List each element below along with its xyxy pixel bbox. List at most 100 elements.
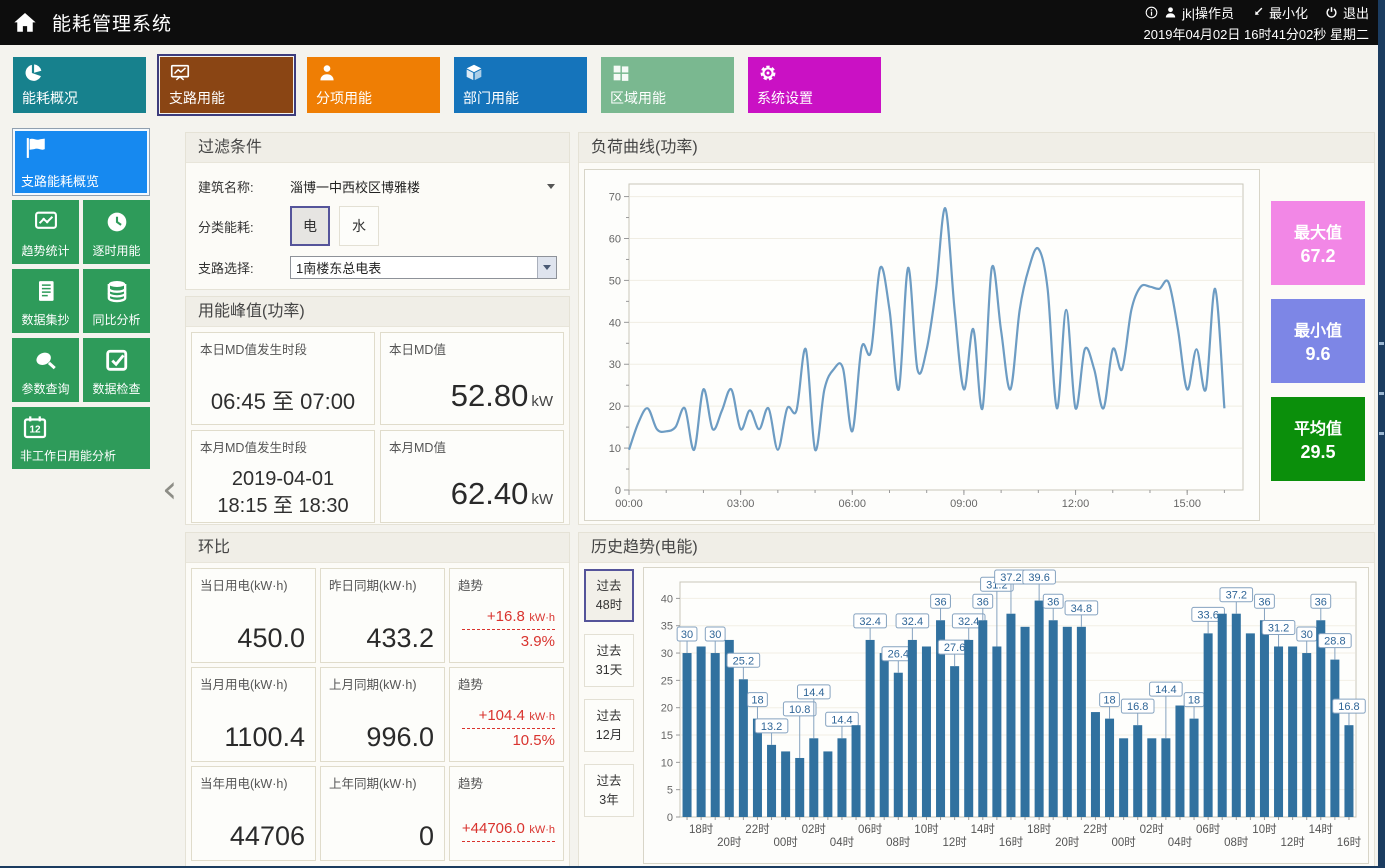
filter-panel: 过滤条件 建筑名称: 淄博一中西校区博雅楼 分类能耗: 电 水 支路选择: 1南… [185, 132, 570, 290]
info-icon [1145, 6, 1158, 18]
window-edge-strip [1378, 0, 1385, 866]
svg-text:02时: 02时 [802, 823, 827, 836]
trend-board-icon [170, 64, 190, 81]
svg-text:35: 35 [661, 621, 673, 633]
collapse-sidebar-button[interactable]: ‹ [162, 470, 177, 508]
unit-label: kW [531, 491, 553, 508]
history-range-buttons: 过去 48时 过去 31天 过去 12月 过去 3年 [584, 569, 634, 829]
nav-tab-system-settings[interactable]: 系统设置 [748, 57, 881, 113]
svg-text:16时: 16时 [999, 836, 1024, 849]
svg-text:08时: 08时 [886, 836, 911, 849]
nav-tab-area-energy[interactable]: 区域用能 [601, 57, 734, 113]
clock-icon [107, 212, 126, 232]
chevron-down-icon [543, 265, 551, 270]
line-chart-svg: 0 10 20 30 40 50 60 70 00:00 03:00 06:00 09:00 12:00… [609, 183, 1244, 510]
sidebar-item-yoy-analysis[interactable]: 同比分析 [83, 269, 150, 333]
category-button-water[interactable]: 水 [339, 206, 379, 246]
nav-tab-label: 区域用能 [610, 90, 666, 106]
minimize-button[interactable]: 最小化 [1250, 3, 1308, 22]
grid-squares-icon [613, 65, 629, 81]
svg-text:18时: 18时 [689, 823, 714, 836]
checkbox-icon [105, 349, 127, 371]
calendar-number: 12 [29, 425, 41, 436]
range-button-31d[interactable]: 过去 31天 [584, 634, 634, 687]
sidebar-item-branch-overview[interactable]: 支路能耗概览 [12, 128, 150, 196]
svg-text:18: 18 [751, 695, 763, 707]
svg-text:30: 30 [681, 629, 693, 641]
svg-text:00时: 00时 [1111, 836, 1136, 849]
svg-text:04时: 04时 [1168, 836, 1193, 849]
sidebar-item-trend-stats[interactable]: 趋势统计 [12, 200, 79, 264]
top-bar: 能耗管理系统 jk|操作员 最小化 退出 2019年04月02日 16时41分0… [0, 0, 1385, 45]
trend-card: 趋势 +44706.0 kW·h [449, 766, 564, 861]
branch-select[interactable]: 1南楼东总电表 [290, 256, 557, 279]
category-button-electric[interactable]: 电 [290, 206, 330, 246]
comparison-card: 上月同期(kW·h) 996.0 [320, 667, 445, 762]
pie-chart-icon [25, 64, 42, 81]
nav-tab-branch-energy[interactable]: 支路用能 [157, 54, 296, 116]
svg-text:30: 30 [1301, 629, 1313, 641]
nav-tab-department-energy[interactable]: 部门用能 [454, 57, 587, 113]
nav-tab-energy-overview[interactable]: 能耗概况 [13, 57, 146, 113]
operator-label: jk|操作员 [1182, 5, 1234, 21]
app-title: 能耗管理系统 [52, 14, 173, 35]
range-button-3y[interactable]: 过去 3年 [584, 764, 634, 817]
power-icon [1326, 6, 1337, 18]
svg-text:00:00: 00:00 [615, 498, 643, 510]
load-stats-column: 最大值 67.2 最小值 9.6 平均值 29.5 [1271, 201, 1365, 495]
range-button-12m[interactable]: 过去 12月 [584, 699, 634, 752]
peak-panel: 用能峰值(功率) 本日MD值发生时段 06:45 至 07:00 本日MD值 5… [185, 296, 570, 525]
nav-tab-subitem-energy[interactable]: 分项用能 [307, 57, 440, 113]
month-md-value: 62.40 kW [450, 476, 553, 511]
select-arrow-button[interactable] [537, 257, 556, 278]
category-row: 分类能耗: 电 水 [186, 206, 569, 246]
sidebar-item-hourly-energy[interactable]: 逐时用能 [83, 200, 150, 264]
svg-text:18时: 18时 [1027, 823, 1052, 836]
sidebar-item-parameter-query[interactable]: 参数查询 [12, 338, 79, 402]
load-curve-panel: 负荷曲线(功率) 0 10 20 30 40 50 60 70 00:00 03:00 06:00 0… [578, 132, 1375, 525]
load-curve-chart: 0 10 20 30 40 50 60 70 00:00 03:00 06:00 09:00 12:00… [584, 169, 1260, 521]
sidebar-item-label: 参数查询 [21, 382, 70, 396]
sidebar-item-data-check[interactable]: 数据检查 [83, 338, 150, 402]
operator-info[interactable]: jk|操作员 [1144, 3, 1234, 22]
comparison-card: 当日用电(kW·h) 450.0 [191, 568, 316, 663]
range-button-48h[interactable]: 过去 48时 [584, 569, 634, 622]
category-label: 分类能耗: [198, 219, 254, 235]
building-select[interactable]: 淄博一中西校区博雅楼 [290, 180, 421, 195]
calendar-icon: 12 [23, 416, 47, 439]
svg-text:37.2: 37.2 [1000, 572, 1021, 584]
logout-button[interactable]: 退出 [1324, 3, 1369, 22]
building-label: 建筑名称: [198, 180, 254, 195]
svg-text:10: 10 [661, 757, 673, 769]
svg-text:14.4: 14.4 [831, 714, 852, 726]
svg-text:18: 18 [1188, 695, 1200, 707]
svg-text:30: 30 [609, 359, 621, 371]
nav-tab-label: 能耗概况 [22, 90, 78, 106]
svg-text:0: 0 [667, 812, 673, 824]
svg-text:15: 15 [661, 730, 673, 742]
sidebar-item-data-collection[interactable]: 数据集抄 [12, 269, 79, 333]
cube-icon [466, 64, 482, 81]
svg-text:16.8: 16.8 [1338, 701, 1359, 713]
branch-select-value: 1南楼东总电表 [296, 261, 382, 276]
svg-text:25: 25 [661, 675, 673, 687]
unit-label: kW [531, 393, 553, 410]
svg-text:14时: 14时 [971, 823, 996, 836]
magnifier-icon [35, 352, 56, 370]
svg-text:36: 36 [977, 596, 989, 608]
sidebar-item-nonworkday-analysis[interactable]: 12 非工作日用能分析 [12, 407, 150, 469]
svg-text:04时: 04时 [830, 836, 855, 849]
minimize-icon [1255, 7, 1263, 15]
gear-icon [760, 65, 776, 81]
minimize-label: 最小化 [1268, 5, 1308, 21]
svg-text:16.8: 16.8 [1127, 701, 1148, 713]
svg-text:28.8: 28.8 [1324, 636, 1345, 648]
svg-text:31.2: 31.2 [1268, 622, 1289, 634]
svg-text:33.6: 33.6 [1197, 609, 1218, 621]
trend-card: 趋势 +16.8 kW·h 3.9% [449, 568, 564, 663]
bar-chart-svg: 0 5 10 15 20 25 30 35 40 30 30 25.2 18 13.2 10.8 14.4 14… [661, 569, 1366, 849]
svg-text:36: 36 [1258, 596, 1270, 608]
month-md-value-card: 本月MD值 62.40 kW [380, 430, 564, 523]
svg-text:10时: 10时 [1252, 823, 1277, 836]
chevron-down-icon[interactable] [547, 184, 555, 189]
